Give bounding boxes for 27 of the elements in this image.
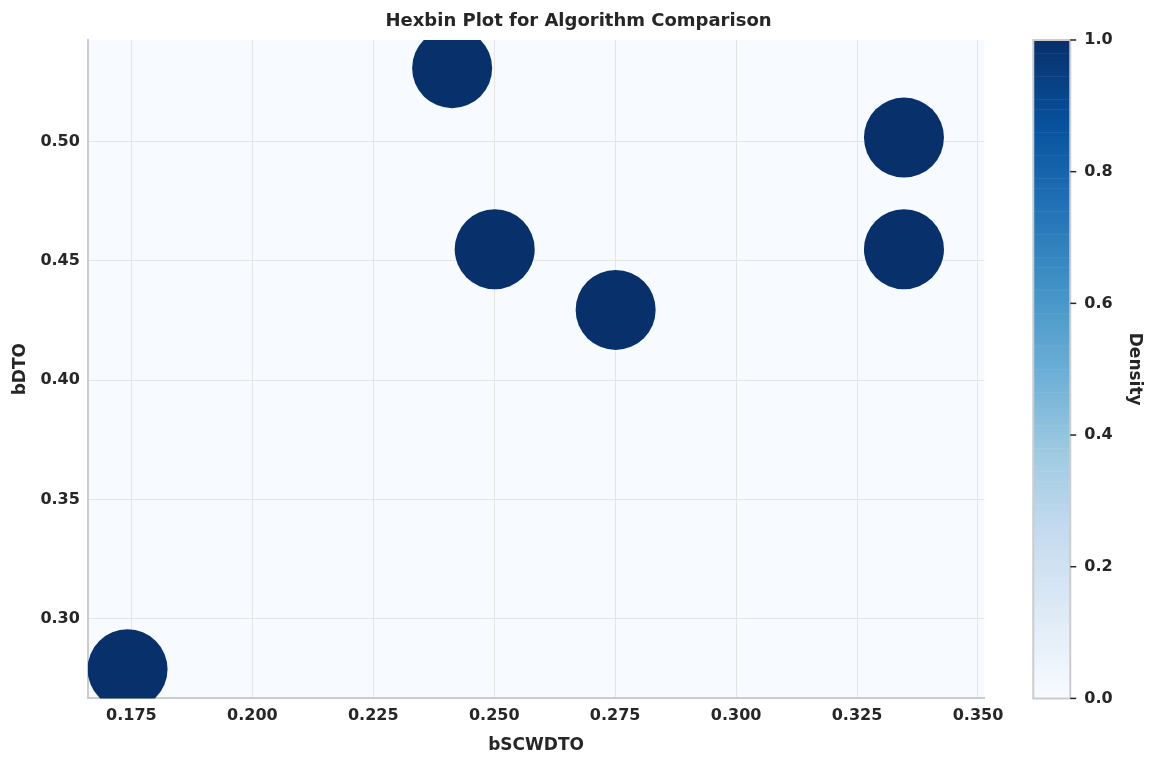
color-bar-label: 1.0 bbox=[1084, 29, 1113, 49]
x-tick-label: 0.200 bbox=[227, 705, 278, 725]
x-tick-label: 0.350 bbox=[952, 705, 1004, 725]
x-tick-label: 0.300 bbox=[710, 705, 762, 725]
point bbox=[863, 97, 944, 178]
color-bar-label: 0.4 bbox=[1084, 424, 1113, 444]
color-bar-label: 0.0 bbox=[1084, 687, 1113, 707]
y-tick-label: 0.50 bbox=[40, 130, 80, 150]
x-tick-label: 0.175 bbox=[106, 705, 157, 725]
point bbox=[575, 269, 656, 350]
color-bar-title: Density bbox=[1126, 332, 1147, 406]
x-tick-label: 0.225 bbox=[347, 705, 399, 725]
x-tick-label: 0.275 bbox=[589, 705, 641, 725]
y-tick-label: 0.45 bbox=[40, 250, 80, 270]
chart-title: Hexbin Plot for Algorithm Comparison bbox=[385, 8, 772, 30]
point bbox=[863, 209, 944, 290]
x-tick-label: 0.325 bbox=[831, 705, 883, 725]
y-axis-title: bDTO bbox=[8, 343, 29, 396]
y-tick-label: 0.40 bbox=[40, 369, 80, 389]
point bbox=[454, 209, 535, 290]
y-tick-label: 0.35 bbox=[40, 488, 80, 508]
color-bar-label: 0.2 bbox=[1084, 555, 1113, 575]
x-axis-title: bSCWDTO bbox=[488, 734, 584, 755]
x-tick-label: 0.250 bbox=[468, 705, 520, 725]
color-bar-label: 0.6 bbox=[1084, 292, 1113, 312]
color-bar-label: 0.8 bbox=[1084, 160, 1113, 180]
y-tick-label: 0.30 bbox=[40, 608, 80, 628]
